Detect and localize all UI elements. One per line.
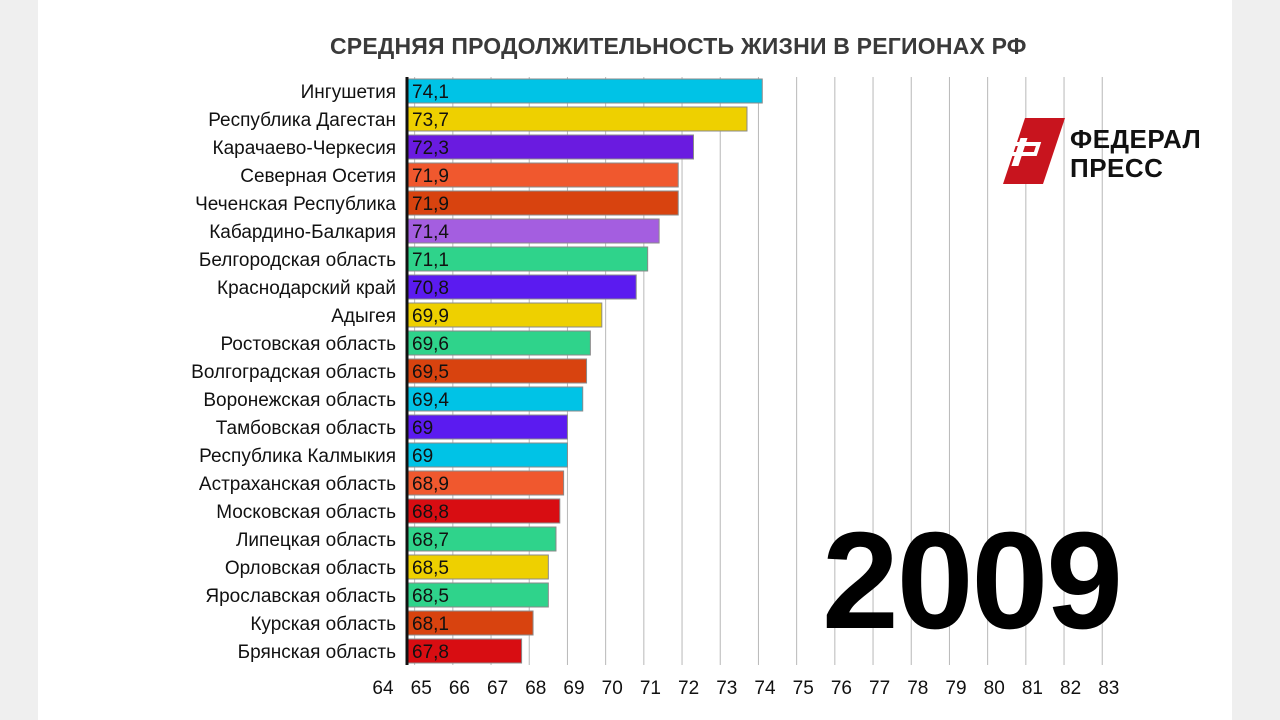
x-tick-label: 65 — [411, 678, 432, 699]
bar — [406, 330, 591, 356]
bar — [406, 78, 763, 104]
value-label: 72,3 — [412, 138, 449, 159]
value-label: 74,1 — [412, 82, 449, 103]
logo-text-line-1: ФЕДЕРАЛ — [1070, 124, 1202, 154]
bar-chart: Ингушетия 74,1 Республика Дагестан 73,7 Кара… — [191, 77, 1119, 699]
x-tick-label: 71 — [640, 678, 661, 699]
value-label: 69,4 — [412, 390, 449, 411]
bar — [406, 274, 637, 300]
value-label: 71,1 — [412, 250, 449, 271]
bar — [406, 302, 603, 328]
x-tick-label: 82 — [1060, 678, 1081, 699]
x-tick-label: 68 — [525, 678, 546, 699]
category-label: Волгоградская область — [191, 362, 396, 383]
x-tick-label: 83 — [1098, 678, 1119, 699]
chart-title: СРЕДНЯЯ ПРОДОЛЖИТЕЛЬНОСТЬ ЖИЗНИ В РЕГИОН… — [330, 33, 1027, 59]
logo-text-line-2: ПРЕСС — [1070, 153, 1164, 183]
x-tick-label: 66 — [449, 678, 470, 699]
category-label: Чеченская Республика — [195, 194, 396, 215]
x-tick-label: 76 — [831, 678, 852, 699]
federal-press-logo: ФЕДЕРАЛ ПРЕСС — [1000, 118, 1213, 186]
x-tick-label: 74 — [754, 678, 776, 699]
x-tick-label: 77 — [869, 678, 890, 699]
value-label: 68,9 — [412, 474, 449, 495]
value-label: 70,8 — [412, 278, 449, 299]
category-label: Воронежская область — [203, 390, 396, 411]
logo-mark-icon — [1000, 118, 1065, 184]
value-label: 71,9 — [412, 194, 449, 215]
category-label: Республика Калмыкия — [199, 446, 396, 467]
x-tick-label: 69 — [563, 678, 584, 699]
value-label: 69,6 — [412, 334, 449, 355]
category-label: Северная Осетия — [240, 166, 396, 187]
value-label: 68,5 — [412, 586, 449, 607]
bar — [406, 106, 748, 132]
x-tick-label: 64 — [372, 678, 394, 699]
category-label: Ростовская область — [220, 334, 396, 355]
value-label: 68,5 — [412, 558, 449, 579]
category-label: Карачаево-Черкесия — [213, 138, 396, 159]
category-label: Ингушетия — [301, 82, 396, 103]
x-tick-label: 73 — [716, 678, 737, 699]
bar — [406, 498, 561, 524]
value-label: 69 — [412, 446, 433, 467]
category-label: Республика Дагестан — [208, 110, 396, 131]
category-label: Ярославская область — [205, 586, 396, 607]
category-label: Орловская область — [225, 558, 396, 579]
value-label: 68,7 — [412, 530, 449, 551]
bar — [406, 442, 568, 468]
bar — [406, 414, 568, 440]
category-label: Кабардино-Балкария — [209, 222, 396, 243]
bar — [406, 554, 549, 580]
category-label: Московская область — [216, 502, 396, 523]
x-tick-label: 75 — [793, 678, 814, 699]
value-label: 69,5 — [412, 362, 449, 383]
value-label: 73,7 — [412, 110, 449, 131]
category-label: Краснодарский край — [217, 278, 396, 299]
bar — [406, 162, 679, 188]
x-tick-label: 79 — [945, 678, 966, 699]
category-label: Липецкая область — [236, 530, 396, 551]
bar — [406, 190, 679, 216]
x-tick-label: 72 — [678, 678, 699, 699]
category-label: Белгородская область — [199, 250, 396, 271]
year-label: 2009 — [822, 504, 1123, 658]
category-label: Курская область — [250, 614, 396, 635]
x-tick-label: 67 — [487, 678, 508, 699]
value-label: 69 — [412, 418, 433, 439]
category-label: Брянская область — [238, 642, 396, 663]
category-label: Адыгея — [331, 306, 396, 327]
chart-stage: СРЕДНЯЯ ПРОДОЛЖИТЕЛЬНОСТЬ ЖИЗНИ В РЕГИОН… — [38, 0, 1232, 720]
x-tick-label: 80 — [984, 678, 1005, 699]
category-label: Астраханская область — [199, 474, 396, 495]
x-tick-label: 78 — [907, 678, 928, 699]
bar — [406, 218, 660, 244]
x-tick-label: 81 — [1022, 678, 1043, 699]
bar — [406, 134, 694, 160]
bar — [406, 638, 523, 664]
value-label: 71,9 — [412, 166, 449, 187]
value-label: 68,1 — [412, 614, 449, 635]
x-tick-label: 70 — [602, 678, 623, 699]
value-label: 69,9 — [412, 306, 449, 327]
value-label: 67,8 — [412, 642, 449, 663]
value-label: 71,4 — [412, 222, 449, 243]
bar — [406, 358, 588, 384]
category-label: Тамбовская область — [216, 418, 396, 439]
value-label: 68,8 — [412, 502, 449, 523]
